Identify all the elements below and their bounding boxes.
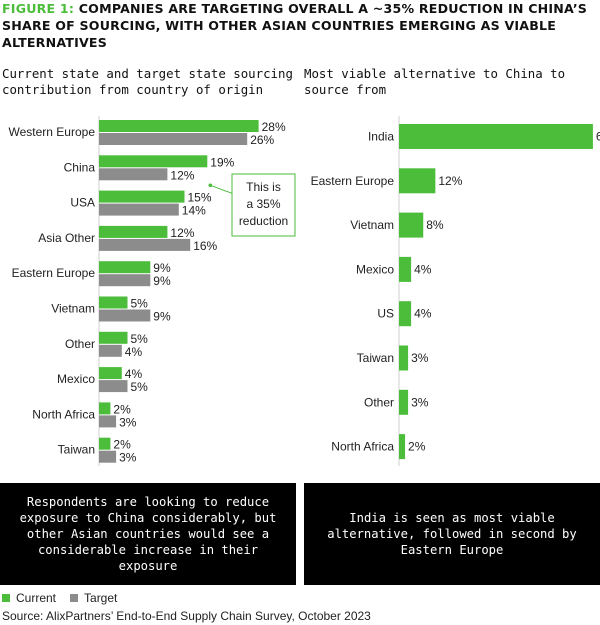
bar-target-asia-other [99, 238, 191, 251]
bar-target-mexico [99, 380, 128, 393]
figure-title-text: COMPANIES ARE TARGETING OVERALL A ~35% R… [2, 1, 588, 50]
value-label-target-usa: 14% [182, 204, 206, 218]
alt-value-label-mexico: 4% [414, 262, 432, 276]
alt-value-label-taiwan: 3% [411, 351, 429, 365]
annotation-line-2: a 35% [246, 197, 280, 211]
right-chart-subtitle: Most viable alternative to China to sour… [304, 66, 566, 97]
alt-bar-north-africa [399, 434, 406, 460]
category-label-asia-other: Asia Other [38, 231, 95, 245]
value-label-current-taiwan: 2% [113, 438, 131, 452]
bar-current-vietnam [99, 296, 128, 309]
legend-target-label: Target [84, 591, 118, 605]
bar-current-usa [99, 190, 185, 203]
legend-target-swatch [70, 594, 79, 602]
annotation-pointer-line [210, 184, 233, 194]
alt-bar-india [399, 124, 593, 149]
value-label-current-other: 5% [131, 332, 149, 346]
alt-value-label-north-africa: 2% [408, 440, 426, 454]
bar-target-taiwan [99, 450, 117, 463]
figure-number: FIGURE 1: [2, 1, 75, 16]
category-label-mexico: Mexico [57, 372, 95, 386]
alt-category-label-eastern-europe: Eastern Europe [311, 174, 395, 188]
bar-target-north-africa [99, 415, 117, 428]
legend: Current Target [2, 591, 117, 605]
legend-current-label: Current [16, 591, 57, 605]
alt-value-label-eastern-europe: 12% [438, 174, 462, 188]
bar-current-western-europe [99, 120, 259, 132]
category-label-china: China [64, 160, 96, 174]
value-label-current-china: 19% [210, 155, 234, 169]
value-label-current-asia-other: 12% [170, 226, 194, 240]
category-label-western-europe: Western Europe [9, 125, 96, 139]
bar-target-usa [99, 203, 179, 216]
alt-value-label-vietnam: 8% [426, 218, 444, 232]
category-label-north-africa: North Africa [32, 407, 95, 421]
category-label-taiwan: Taiwan [58, 443, 95, 457]
alt-category-label-india: India [368, 130, 394, 144]
value-label-current-north-africa: 2% [113, 402, 131, 416]
alt-category-label-other: Other [364, 395, 394, 409]
figure-title: FIGURE 1: COMPANIES ARE TARGETING OVERAL… [2, 0, 598, 51]
category-label-eastern-europe: Eastern Europe [12, 266, 96, 280]
value-label-target-taiwan: 3% [119, 451, 137, 465]
value-label-target-asia-other: 16% [193, 239, 217, 253]
category-label-vietnam: Vietnam [51, 302, 95, 316]
category-label-other: Other [65, 337, 95, 351]
category-label-usa: USA [70, 196, 95, 210]
value-label-current-mexico: 4% [125, 367, 143, 381]
value-label-target-eastern-europe: 9% [153, 274, 171, 288]
alt-bar-us [399, 301, 412, 327]
annotation-text: This is a 35% reduction [239, 180, 288, 228]
bar-current-eastern-europe [99, 261, 151, 274]
annotation-box [231, 173, 296, 237]
alt-bar-taiwan [399, 345, 409, 371]
alt-value-label-us: 4% [414, 307, 432, 321]
alt-value-label-india: 64% [596, 130, 600, 144]
source-note: Source: AlixPartners’ End-to-End Supply … [2, 609, 371, 623]
alt-category-label-us: US [377, 307, 394, 321]
alt-bar-other [399, 389, 409, 415]
legend-current-swatch [2, 594, 10, 602]
value-label-current-usa: 15% [188, 191, 212, 205]
alt-bar-mexico [399, 256, 412, 282]
bar-target-vietnam [99, 309, 151, 322]
value-label-current-vietnam: 5% [131, 297, 149, 311]
annotation-line-3: reduction [239, 214, 288, 228]
value-label-target-western-europe: 26% [250, 133, 274, 147]
left-callout-box: Respondents are looking to reduce exposu… [0, 483, 296, 585]
bar-current-mexico [99, 367, 122, 380]
alt-category-label-mexico: Mexico [356, 262, 394, 276]
left-chart-subtitle: Current state and target state sourcing … [2, 66, 293, 97]
bar-target-western-europe [99, 133, 248, 145]
bar-current-taiwan [99, 437, 111, 450]
alt-category-label-vietnam: Vietnam [350, 218, 394, 232]
value-label-current-western-europe: 28% [262, 120, 286, 134]
bar-target-china [99, 168, 168, 181]
bar-target-other [99, 344, 122, 357]
right-bar-chart: India 64% Eastern Europe 12% Vietnam 8% Mexico… [311, 116, 600, 466]
alt-category-label-taiwan: Taiwan [357, 351, 394, 365]
left-bar-chart: Western Europe 28%26% China 19% 12% USA 15%14%… [9, 116, 296, 466]
value-label-current-eastern-europe: 9% [153, 261, 171, 275]
right-callout-box: India is seen as most viable alternative… [304, 483, 600, 585]
alt-category-label-north-africa: North Africa [331, 440, 394, 454]
value-label-target-north-africa: 3% [119, 415, 137, 429]
bar-target-eastern-europe [99, 274, 151, 287]
annotation-line-1: This is [246, 180, 281, 194]
alt-value-label-other: 3% [411, 395, 429, 409]
alt-bar-eastern-europe [399, 168, 436, 194]
value-label-target-vietnam: 9% [153, 310, 171, 324]
bar-current-north-africa [99, 402, 111, 415]
bar-current-asia-other [99, 225, 168, 238]
alt-bar-vietnam [399, 212, 424, 238]
value-label-target-mexico: 5% [131, 380, 149, 394]
bar-current-china [99, 155, 208, 168]
value-label-target-china: 12% [170, 168, 194, 182]
bar-current-other [99, 331, 128, 344]
value-label-target-other: 4% [125, 345, 143, 359]
